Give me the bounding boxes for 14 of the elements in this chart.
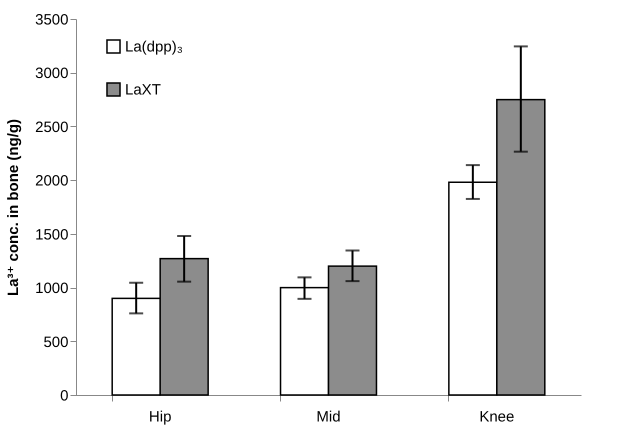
y-tick-label: 3000: [35, 65, 68, 82]
y-tick-label: 2000: [35, 172, 68, 190]
legend-label: La(dpp)₃: [125, 38, 183, 56]
y-tick-label: 1500: [35, 226, 68, 244]
y-tick-label: 2500: [35, 118, 68, 136]
y-tick-label: 0: [60, 388, 68, 404]
x-tick-label: Knee: [479, 408, 514, 426]
y-axis-title: La³⁺ conc. in bone (ng/g): [5, 118, 22, 296]
x-tick-label: Mid: [316, 408, 341, 426]
y-tick-label: 3500: [35, 12, 68, 28]
legend-label: LaXT: [125, 82, 161, 98]
y-tick-label: 500: [43, 334, 68, 351]
x-tick-label: Hip: [148, 408, 172, 426]
y-tick-label: 1000: [35, 280, 68, 298]
